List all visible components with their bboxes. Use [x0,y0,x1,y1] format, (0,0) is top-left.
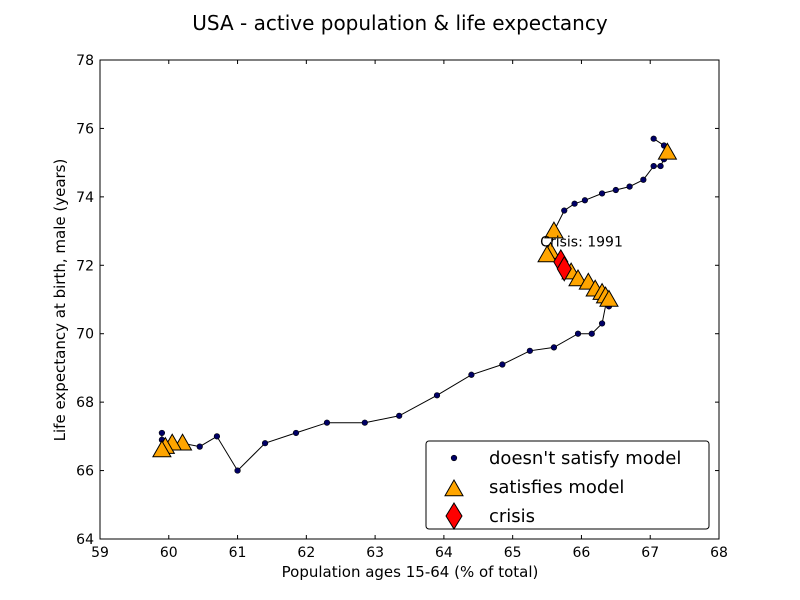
triangle-point [568,268,588,287]
triangle-point [599,289,619,307]
circle-point [292,429,300,437]
circle-point [640,176,647,183]
y-tick-label: 70 [76,327,94,343]
y-tick-label: 66 [76,464,94,480]
series-2 [553,248,572,282]
circle-point [213,433,221,440]
x-tick-label: 62 [297,545,315,561]
y-tick-label: 72 [76,258,94,274]
y-tick-label: 74 [76,190,94,206]
chart-title: USA - active population & life expectanc… [192,11,608,35]
legend-label: doesn't satisfy model [489,448,681,469]
series-0 [158,135,668,474]
circle-point [574,330,582,337]
circle-point [550,344,558,351]
legend-label: satisfies model [489,477,624,498]
circle-point [571,200,578,207]
circle-point [598,320,606,327]
legend-triangle-marker [444,478,464,497]
legend-label: crisis [489,506,535,527]
circle-point [581,197,588,204]
circle-point [396,412,403,419]
circle-point [196,443,203,450]
circle-point [468,371,475,378]
x-tick-label: 63 [366,545,384,561]
circle-point [234,467,241,474]
series-1 [152,142,678,458]
x-tick-label: 67 [641,545,659,561]
circle-point [650,162,657,170]
crisis-annotation: Crisis: 1991 [540,234,623,250]
x-tick-label: 68 [710,545,728,561]
legend: doesn't satisfy model satisfies model cris… [425,440,710,530]
circle-point [626,183,633,190]
diamond-point [556,255,572,282]
circle-point [433,392,441,399]
x-tick-label: 60 [160,545,178,561]
circle-point [588,330,595,337]
circle-point [158,429,165,437]
circle-point [361,419,368,426]
y-axis-label: Life expectancy at birth, male (years) [51,159,69,442]
x-tick-label: 66 [573,545,591,561]
x-axis-label: Population ages 15-64 (% of total) [282,563,539,581]
legend-diamond-marker [445,502,463,530]
triangle-point [657,142,678,160]
circle-point [612,186,619,194]
y-tick-label: 68 [76,395,94,411]
circle-point [598,190,606,197]
circle-point [499,361,506,368]
legend-circle-marker [450,454,458,462]
triangle-point [537,245,557,263]
circle-point [526,347,533,354]
circle-point [261,440,269,447]
triangle-point [152,440,172,458]
y-tick-label: 64 [76,532,94,548]
x-tick-label: 61 [229,545,247,561]
legend-box [425,440,710,530]
circle-point [561,207,568,214]
y-tick-label: 76 [76,121,94,137]
circle-point [650,135,657,142]
circle-point [323,419,331,426]
x-tick-label: 59 [91,545,109,561]
y-tick-label: 78 [76,53,94,69]
x-tick-label: 64 [435,545,453,561]
triangle-point [544,221,564,239]
circle-point [657,162,664,170]
x-tick-label: 65 [504,545,522,561]
